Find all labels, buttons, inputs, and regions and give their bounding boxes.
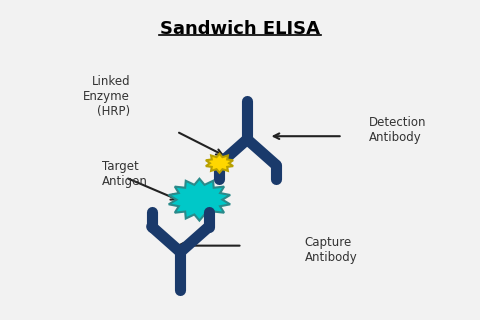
Text: Detection
Antibody: Detection Antibody bbox=[369, 116, 426, 144]
Polygon shape bbox=[206, 154, 233, 173]
Text: Capture
Antibody: Capture Antibody bbox=[304, 236, 357, 264]
Polygon shape bbox=[169, 179, 230, 220]
Text: Linked
Enzyme
(HRP): Linked Enzyme (HRP) bbox=[84, 75, 130, 118]
Text: Target
Antigen: Target Antigen bbox=[102, 160, 147, 188]
Text: Sandwich ELISA: Sandwich ELISA bbox=[160, 20, 320, 38]
